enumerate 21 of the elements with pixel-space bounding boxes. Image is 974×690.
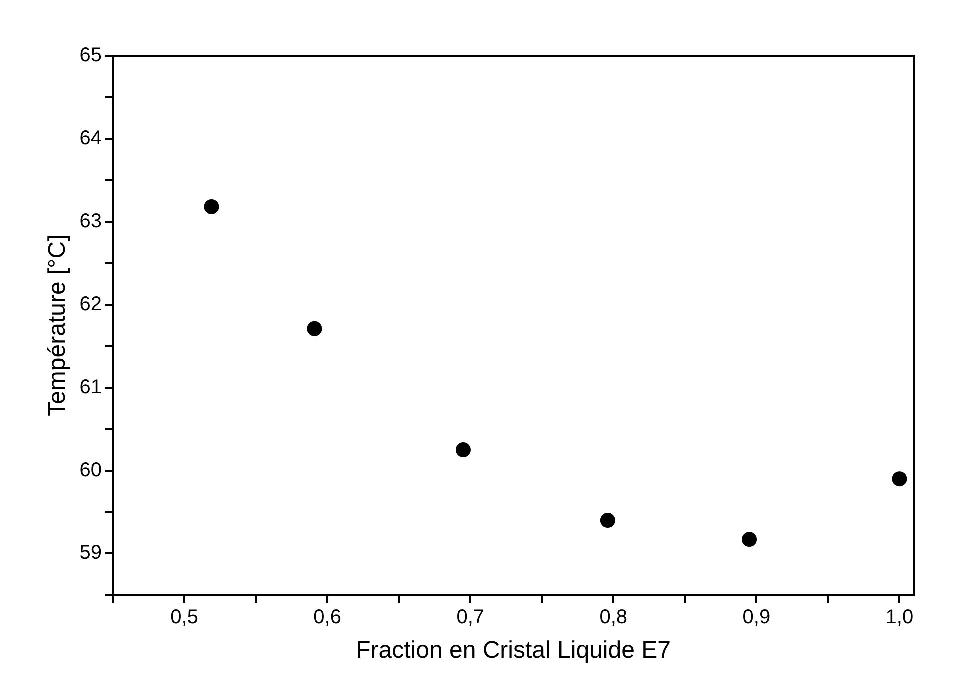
y-tick-label: 63 — [80, 210, 102, 232]
point — [600, 513, 616, 528]
x-tick-label: 0,9 — [742, 606, 771, 629]
x-tick-label: 0,7 — [456, 606, 485, 629]
x-tick-label: 0,5 — [170, 606, 198, 629]
point — [892, 472, 908, 487]
x-tick-label: 0,6 — [314, 606, 342, 629]
y-tick-label: 60 — [80, 459, 102, 482]
y-tick-label: 61 — [80, 376, 102, 398]
point — [742, 532, 758, 548]
point — [456, 442, 471, 458]
y-tick-label: 62 — [80, 293, 102, 316]
y-tick-label: 64 — [80, 127, 102, 150]
y-axis-title: Température [°C] — [44, 234, 72, 416]
x-axis-title: Fraction en Cristal Liquide E7 — [356, 637, 671, 664]
y-tick-label: 65 — [80, 44, 102, 67]
point — [204, 199, 220, 214]
point — [307, 321, 322, 336]
y-tick-label: 59 — [80, 542, 102, 564]
x-tick-label: 0,8 — [600, 606, 628, 629]
x-tick-label: 1,0 — [886, 606, 914, 629]
